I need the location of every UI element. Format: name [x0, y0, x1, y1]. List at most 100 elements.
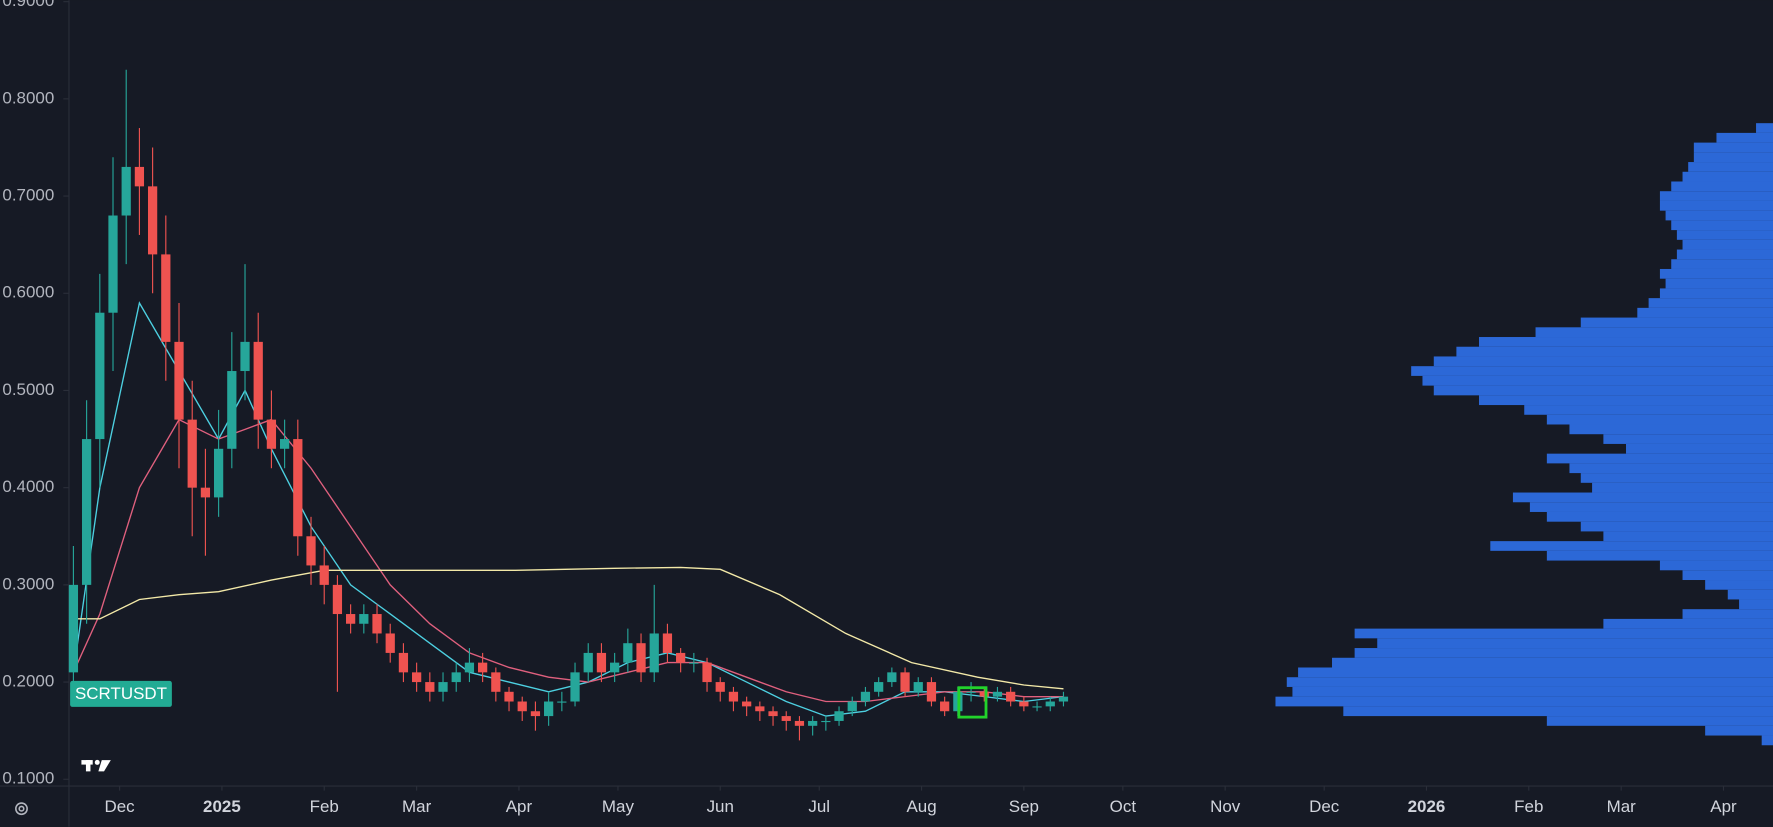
settings-icon[interactable] — [15, 802, 28, 816]
axes: 0.1000 0.2000 0.3000 0.4000 0.5000 0.6000 0.70… — [2, 0, 1737, 816]
x-tick-label: May — [602, 797, 635, 816]
x-tick-label: Feb — [310, 797, 339, 816]
candle-body — [240, 341, 250, 372]
x-tick-label: Nov — [1210, 797, 1241, 816]
candle-body — [794, 720, 805, 726]
candle-body — [412, 672, 422, 683]
profile-bar — [1546, 453, 1773, 464]
candle-body — [213, 448, 224, 498]
candle-body — [1032, 706, 1042, 708]
profile-bar — [1580, 473, 1773, 483]
profile-bar — [1546, 550, 1773, 561]
profile-bar — [1665, 210, 1773, 221]
candle-body — [200, 487, 211, 498]
candle-body — [887, 672, 897, 683]
candle-body — [689, 662, 699, 664]
profile-bar — [1377, 638, 1773, 649]
candle-body — [464, 662, 475, 673]
profile-bar — [1626, 443, 1773, 454]
y-tick-label: 0.5000 — [2, 380, 54, 399]
candle-body — [992, 691, 1003, 697]
y-tick-label: 0.6000 — [2, 283, 54, 302]
x-tick-label: Feb — [1514, 797, 1543, 816]
candle-body — [385, 633, 395, 653]
profile-bar — [1592, 482, 1773, 493]
candle-body — [279, 439, 290, 449]
y-tick-label: 0.1000 — [2, 769, 54, 788]
profile-bar — [1693, 142, 1773, 153]
candle-body — [623, 643, 633, 663]
candle-body — [1045, 701, 1055, 707]
candle-body — [346, 614, 356, 624]
x-tick-label: Sep — [1009, 797, 1039, 816]
candle-body — [596, 652, 607, 673]
profile-bar — [1354, 628, 1773, 639]
candle-body — [874, 682, 884, 692]
profile-bar — [1512, 492, 1773, 503]
x-tick-label: Mar — [1607, 797, 1637, 816]
candle-body — [134, 166, 145, 187]
candle-body — [860, 691, 871, 702]
candle-body — [174, 341, 184, 420]
profile-bar — [1716, 132, 1773, 143]
profile-bar — [1682, 570, 1773, 581]
profile-bar — [1659, 560, 1773, 571]
candle-body — [834, 711, 844, 721]
profile-bar — [1682, 171, 1773, 182]
candle-body — [504, 691, 514, 702]
profile-bar — [1569, 463, 1773, 474]
profile-bar — [1671, 220, 1773, 231]
candle-body — [161, 254, 171, 342]
profile-bar — [1637, 307, 1773, 318]
profile-bar — [1456, 346, 1773, 357]
candle-body — [253, 341, 263, 420]
profile-bar — [1705, 580, 1773, 590]
highlight-box[interactable] — [957, 686, 988, 719]
candle-body — [319, 565, 329, 585]
profile-bar — [1693, 152, 1773, 163]
tv-logo[interactable] — [81, 759, 111, 772]
candle-body — [821, 720, 831, 723]
symbol-badge[interactable] — [70, 680, 172, 707]
candle-body — [438, 682, 448, 692]
y-tick-label: 0.4000 — [2, 477, 54, 496]
profile-bar — [1529, 502, 1773, 512]
candle-body — [755, 706, 765, 712]
profile-bar — [1603, 531, 1773, 542]
y-tick-label: 0.8000 — [2, 88, 54, 107]
candle-body — [610, 662, 620, 673]
profile-bar — [1603, 434, 1773, 444]
ma-line — [73, 566, 1064, 690]
x-tick-label: Apr — [506, 797, 533, 816]
profile-bar — [1603, 618, 1773, 629]
profile-bar — [1756, 123, 1773, 133]
candle-body — [451, 672, 461, 683]
candle-body — [583, 652, 593, 673]
x-tick-label: Mar — [402, 797, 432, 816]
profile-bar — [1479, 337, 1773, 347]
profile-bar — [1648, 298, 1773, 308]
candle-body — [913, 682, 923, 692]
x-tick-label: Oct — [1110, 797, 1137, 816]
profile-bar — [1433, 356, 1773, 367]
y-tick-label: 0.3000 — [2, 574, 54, 593]
profile-bar — [1659, 200, 1773, 211]
candle-body — [332, 584, 343, 615]
candle-body — [147, 186, 158, 255]
profile-bar — [1569, 424, 1773, 435]
y-tick-label: 0.7000 — [2, 186, 54, 205]
x-tick-label: 2026 — [1408, 797, 1446, 816]
profile-bar — [1490, 541, 1773, 551]
profile-bar — [1688, 162, 1773, 172]
profile-bar — [1682, 609, 1773, 619]
candle-body — [81, 439, 92, 585]
profile-bar — [1292, 686, 1773, 697]
profile-bar — [1286, 677, 1773, 687]
candle-body — [979, 691, 989, 697]
candle-body — [425, 682, 435, 692]
candle-body — [108, 215, 118, 313]
candle-body — [491, 672, 501, 692]
candle-body — [570, 672, 580, 702]
profile-bar — [1580, 521, 1773, 532]
